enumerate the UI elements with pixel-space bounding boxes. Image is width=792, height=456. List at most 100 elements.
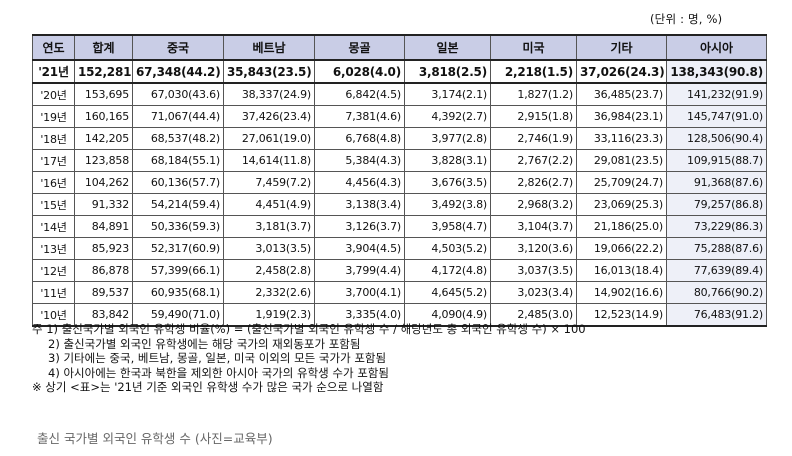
footnote: 4) 아시아에는 한국과 북한을 제외한 아시아 국가의 유학생 수가 포함됨 bbox=[48, 365, 389, 380]
image-caption: 출신 국가별 외국인 유학생 수 (사진=교육부) bbox=[37, 431, 273, 446]
asia-cell: 75,288(87.6) bbox=[666, 237, 767, 260]
usa-cell: 3,104(3.7) bbox=[490, 215, 577, 238]
other-cell: 19,066(22.2) bbox=[576, 237, 667, 260]
year-cell: '18년 bbox=[32, 127, 75, 150]
total-cell: 104,262 bbox=[74, 171, 133, 194]
japan-cell: 4,503(5.2) bbox=[404, 237, 491, 260]
footnote: 3) 기타에는 중국, 베트남, 몽골, 일본, 미국 이외의 모든 국가가 포… bbox=[48, 351, 387, 365]
other-cell: 29,081(23.5) bbox=[576, 149, 667, 172]
table-row: '18년 142,205 68,537(48.2) 27,061(19.0) 6,768… bbox=[32, 127, 767, 150]
china-cell: 68,184(55.1) bbox=[132, 149, 224, 172]
total-cell: 86,878 bbox=[74, 259, 133, 282]
japan-cell: 4,090(4.9) bbox=[404, 303, 491, 327]
other-cell: 25,709(24.7) bbox=[576, 171, 667, 194]
usa-cell: 3,023(3.4) bbox=[490, 281, 577, 304]
asia-cell: 145,747(91.0) bbox=[666, 105, 767, 128]
header-year: 연도 bbox=[32, 34, 75, 61]
asia-cell: 77,639(89.4) bbox=[666, 259, 767, 282]
header-asia: 아시아 bbox=[666, 34, 767, 61]
usa-cell: 3,037(3.5) bbox=[490, 259, 577, 282]
total-cell: 153,695 bbox=[74, 82, 133, 106]
mongolia-cell: 3,335(4.0) bbox=[314, 303, 405, 327]
total-cell: 160,165 bbox=[74, 105, 133, 128]
mongolia-cell: 3,799(4.4) bbox=[314, 259, 405, 282]
japan-cell: 3,828(3.1) bbox=[404, 149, 491, 172]
mongolia-cell: 6,768(4.8) bbox=[314, 127, 405, 150]
year-cell: '12년 bbox=[32, 259, 75, 282]
usa-cell: 3,120(3.6) bbox=[490, 237, 577, 260]
total-cell: 89,537 bbox=[74, 281, 133, 304]
mongolia-cell: 3,126(3.7) bbox=[314, 215, 405, 238]
total-cell: 123,858 bbox=[74, 149, 133, 172]
vietnam-cell: 27,061(19.0) bbox=[223, 127, 315, 150]
year-cell: '20년 bbox=[32, 82, 75, 106]
china-cell: 67,030(43.6) bbox=[132, 82, 224, 106]
japan-cell: 3,977(2.8) bbox=[404, 127, 491, 150]
header-other: 기타 bbox=[576, 34, 667, 61]
year-cell: '21년 bbox=[32, 59, 75, 84]
china-cell: 60,935(68.1) bbox=[132, 281, 224, 304]
mongolia-cell: 7,381(4.6) bbox=[314, 105, 405, 128]
total-cell: 91,332 bbox=[74, 193, 133, 216]
header-china: 중국 bbox=[132, 34, 224, 61]
japan-cell: 3,818(2.5) bbox=[404, 59, 491, 84]
year-cell: '15년 bbox=[32, 193, 75, 216]
footnote: 2) 출신국가별 외국인 유학생에는 해당 국가의 재외동포가 포함됨 bbox=[48, 336, 361, 351]
china-cell: 67,348(44.2) bbox=[132, 59, 224, 84]
table-row: '11년 89,537 60,935(68.1) 2,332(2.6) 3,700(4.… bbox=[32, 281, 767, 304]
vietnam-cell: 35,843(23.5) bbox=[223, 59, 315, 84]
total-cell: 152,281 bbox=[74, 59, 133, 84]
china-cell: 52,317(60.9) bbox=[132, 237, 224, 260]
mongolia-cell: 5,384(4.3) bbox=[314, 149, 405, 172]
students-by-country-table: 연도 합계 중국 베트남 몽골 일본 미국 기타 아시아 '21년 152,281… bbox=[32, 34, 767, 327]
footnote: ※ 상기 <표>는 '21년 기준 외국인 유학생 수가 많은 국가 순으로 나… bbox=[32, 380, 384, 394]
china-cell: 60,136(57.7) bbox=[132, 171, 224, 194]
other-cell: 21,186(25.0) bbox=[576, 215, 667, 238]
japan-cell: 3,492(3.8) bbox=[404, 193, 491, 216]
other-cell: 37,026(24.3) bbox=[576, 59, 667, 84]
usa-cell: 2,218(1.5) bbox=[490, 59, 577, 84]
usa-cell: 2,915(1.8) bbox=[490, 105, 577, 128]
year-cell: '10년 bbox=[32, 303, 75, 327]
vietnam-cell: 2,332(2.6) bbox=[223, 281, 315, 304]
header-vietnam: 베트남 bbox=[223, 34, 315, 61]
table-row: '10년 83,842 59,490(71.0) 1,919(2.3) 3,335(4.… bbox=[32, 303, 767, 327]
header-japan: 일본 bbox=[404, 34, 491, 61]
vietnam-cell: 7,459(7.2) bbox=[223, 171, 315, 194]
other-cell: 14,902(16.6) bbox=[576, 281, 667, 304]
asia-cell: 138,343(90.8) bbox=[666, 59, 767, 84]
vietnam-cell: 4,451(4.9) bbox=[223, 193, 315, 216]
table-row: '19년 160,165 71,067(44.4) 37,426(23.4) 7,381… bbox=[32, 105, 767, 128]
china-cell: 54,214(59.4) bbox=[132, 193, 224, 216]
japan-cell: 4,392(2.7) bbox=[404, 105, 491, 128]
china-cell: 57,399(66.1) bbox=[132, 259, 224, 282]
usa-cell: 2,968(3.2) bbox=[490, 193, 577, 216]
year-cell: '19년 bbox=[32, 105, 75, 128]
mongolia-cell: 6,028(4.0) bbox=[314, 59, 405, 84]
table-row: '17년 123,858 68,184(55.1) 14,614(11.8) 5,384… bbox=[32, 149, 767, 172]
asia-cell: 79,257(86.8) bbox=[666, 193, 767, 216]
year-cell: '17년 bbox=[32, 149, 75, 172]
table-row: '21년 152,281 67,348(44.2) 35,843(23.5) 6,028… bbox=[32, 59, 767, 84]
other-cell: 16,013(18.4) bbox=[576, 259, 667, 282]
usa-cell: 2,485(3.0) bbox=[490, 303, 577, 327]
vietnam-cell: 37,426(23.4) bbox=[223, 105, 315, 128]
mongolia-cell: 6,842(4.5) bbox=[314, 82, 405, 106]
total-cell: 142,205 bbox=[74, 127, 133, 150]
header-usa: 미국 bbox=[490, 34, 577, 61]
table-row: '15년 91,332 54,214(59.4) 4,451(4.9) 3,138(3.… bbox=[32, 193, 767, 216]
total-cell: 85,923 bbox=[74, 237, 133, 260]
other-cell: 36,485(23.7) bbox=[576, 82, 667, 106]
usa-cell: 2,826(2.7) bbox=[490, 171, 577, 194]
japan-cell: 4,172(4.8) bbox=[404, 259, 491, 282]
other-cell: 23,069(25.3) bbox=[576, 193, 667, 216]
vietnam-cell: 3,181(3.7) bbox=[223, 215, 315, 238]
china-cell: 50,336(59.3) bbox=[132, 215, 224, 238]
table-row: '16년 104,262 60,136(57.7) 7,459(7.2) 4,456(4… bbox=[32, 171, 767, 194]
unit-label: (단위 : 명, %) bbox=[650, 12, 723, 26]
other-cell: 36,984(23.1) bbox=[576, 105, 667, 128]
vietnam-cell: 2,458(2.8) bbox=[223, 259, 315, 282]
china-cell: 71,067(44.4) bbox=[132, 105, 224, 128]
asia-cell: 109,915(88.7) bbox=[666, 149, 767, 172]
other-cell: 12,523(14.9) bbox=[576, 303, 667, 327]
